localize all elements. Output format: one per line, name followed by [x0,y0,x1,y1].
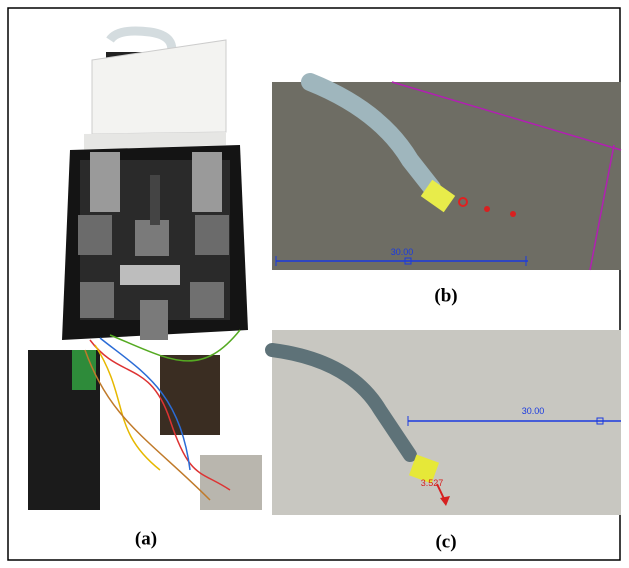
panel-label: (c) [435,531,456,552]
panel-label: (a) [135,528,157,549]
figure: (a) 30.00 (b) 30.00 3.527 (c) [0,0,629,568]
scale-label: 30.00 [391,247,414,257]
scale-label: 30.00 [522,406,545,416]
panel-label: (b) [434,285,457,306]
measure-label: 3.527 [421,478,444,488]
photo-b [272,82,621,270]
photo-c [272,330,621,515]
